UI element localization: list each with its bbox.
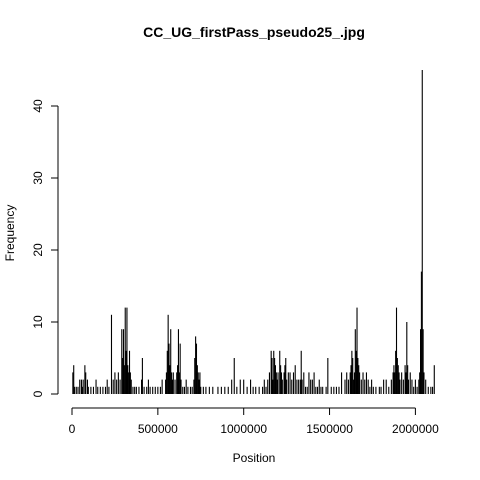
y-tick-label-0: 0 [31, 390, 45, 397]
y-tick-label-1: 10 [31, 315, 45, 329]
x-tick-label-2: 1000000 [220, 422, 267, 436]
x-tick-label-3: 1500000 [306, 422, 353, 436]
x-tick-label-1: 500000 [138, 422, 178, 436]
y-axis-label: Frequency [3, 205, 17, 262]
y-tick-label-2: 20 [31, 243, 45, 257]
y-tick-label-3: 30 [31, 171, 45, 185]
bars-group [72, 70, 435, 394]
y-axis: 0 10 20 30 40 [31, 99, 59, 397]
chart-title: CC_UG_firstPass_pseudo25_.jpg [143, 24, 365, 40]
y-tick-label-4: 40 [31, 99, 45, 113]
x-axis-label: Position [233, 451, 276, 465]
x-axis: 0 500000 1000000 1500000 2000000 [69, 407, 439, 436]
x-tick-label-4: 2000000 [392, 422, 439, 436]
x-tick-label-0: 0 [69, 422, 76, 436]
